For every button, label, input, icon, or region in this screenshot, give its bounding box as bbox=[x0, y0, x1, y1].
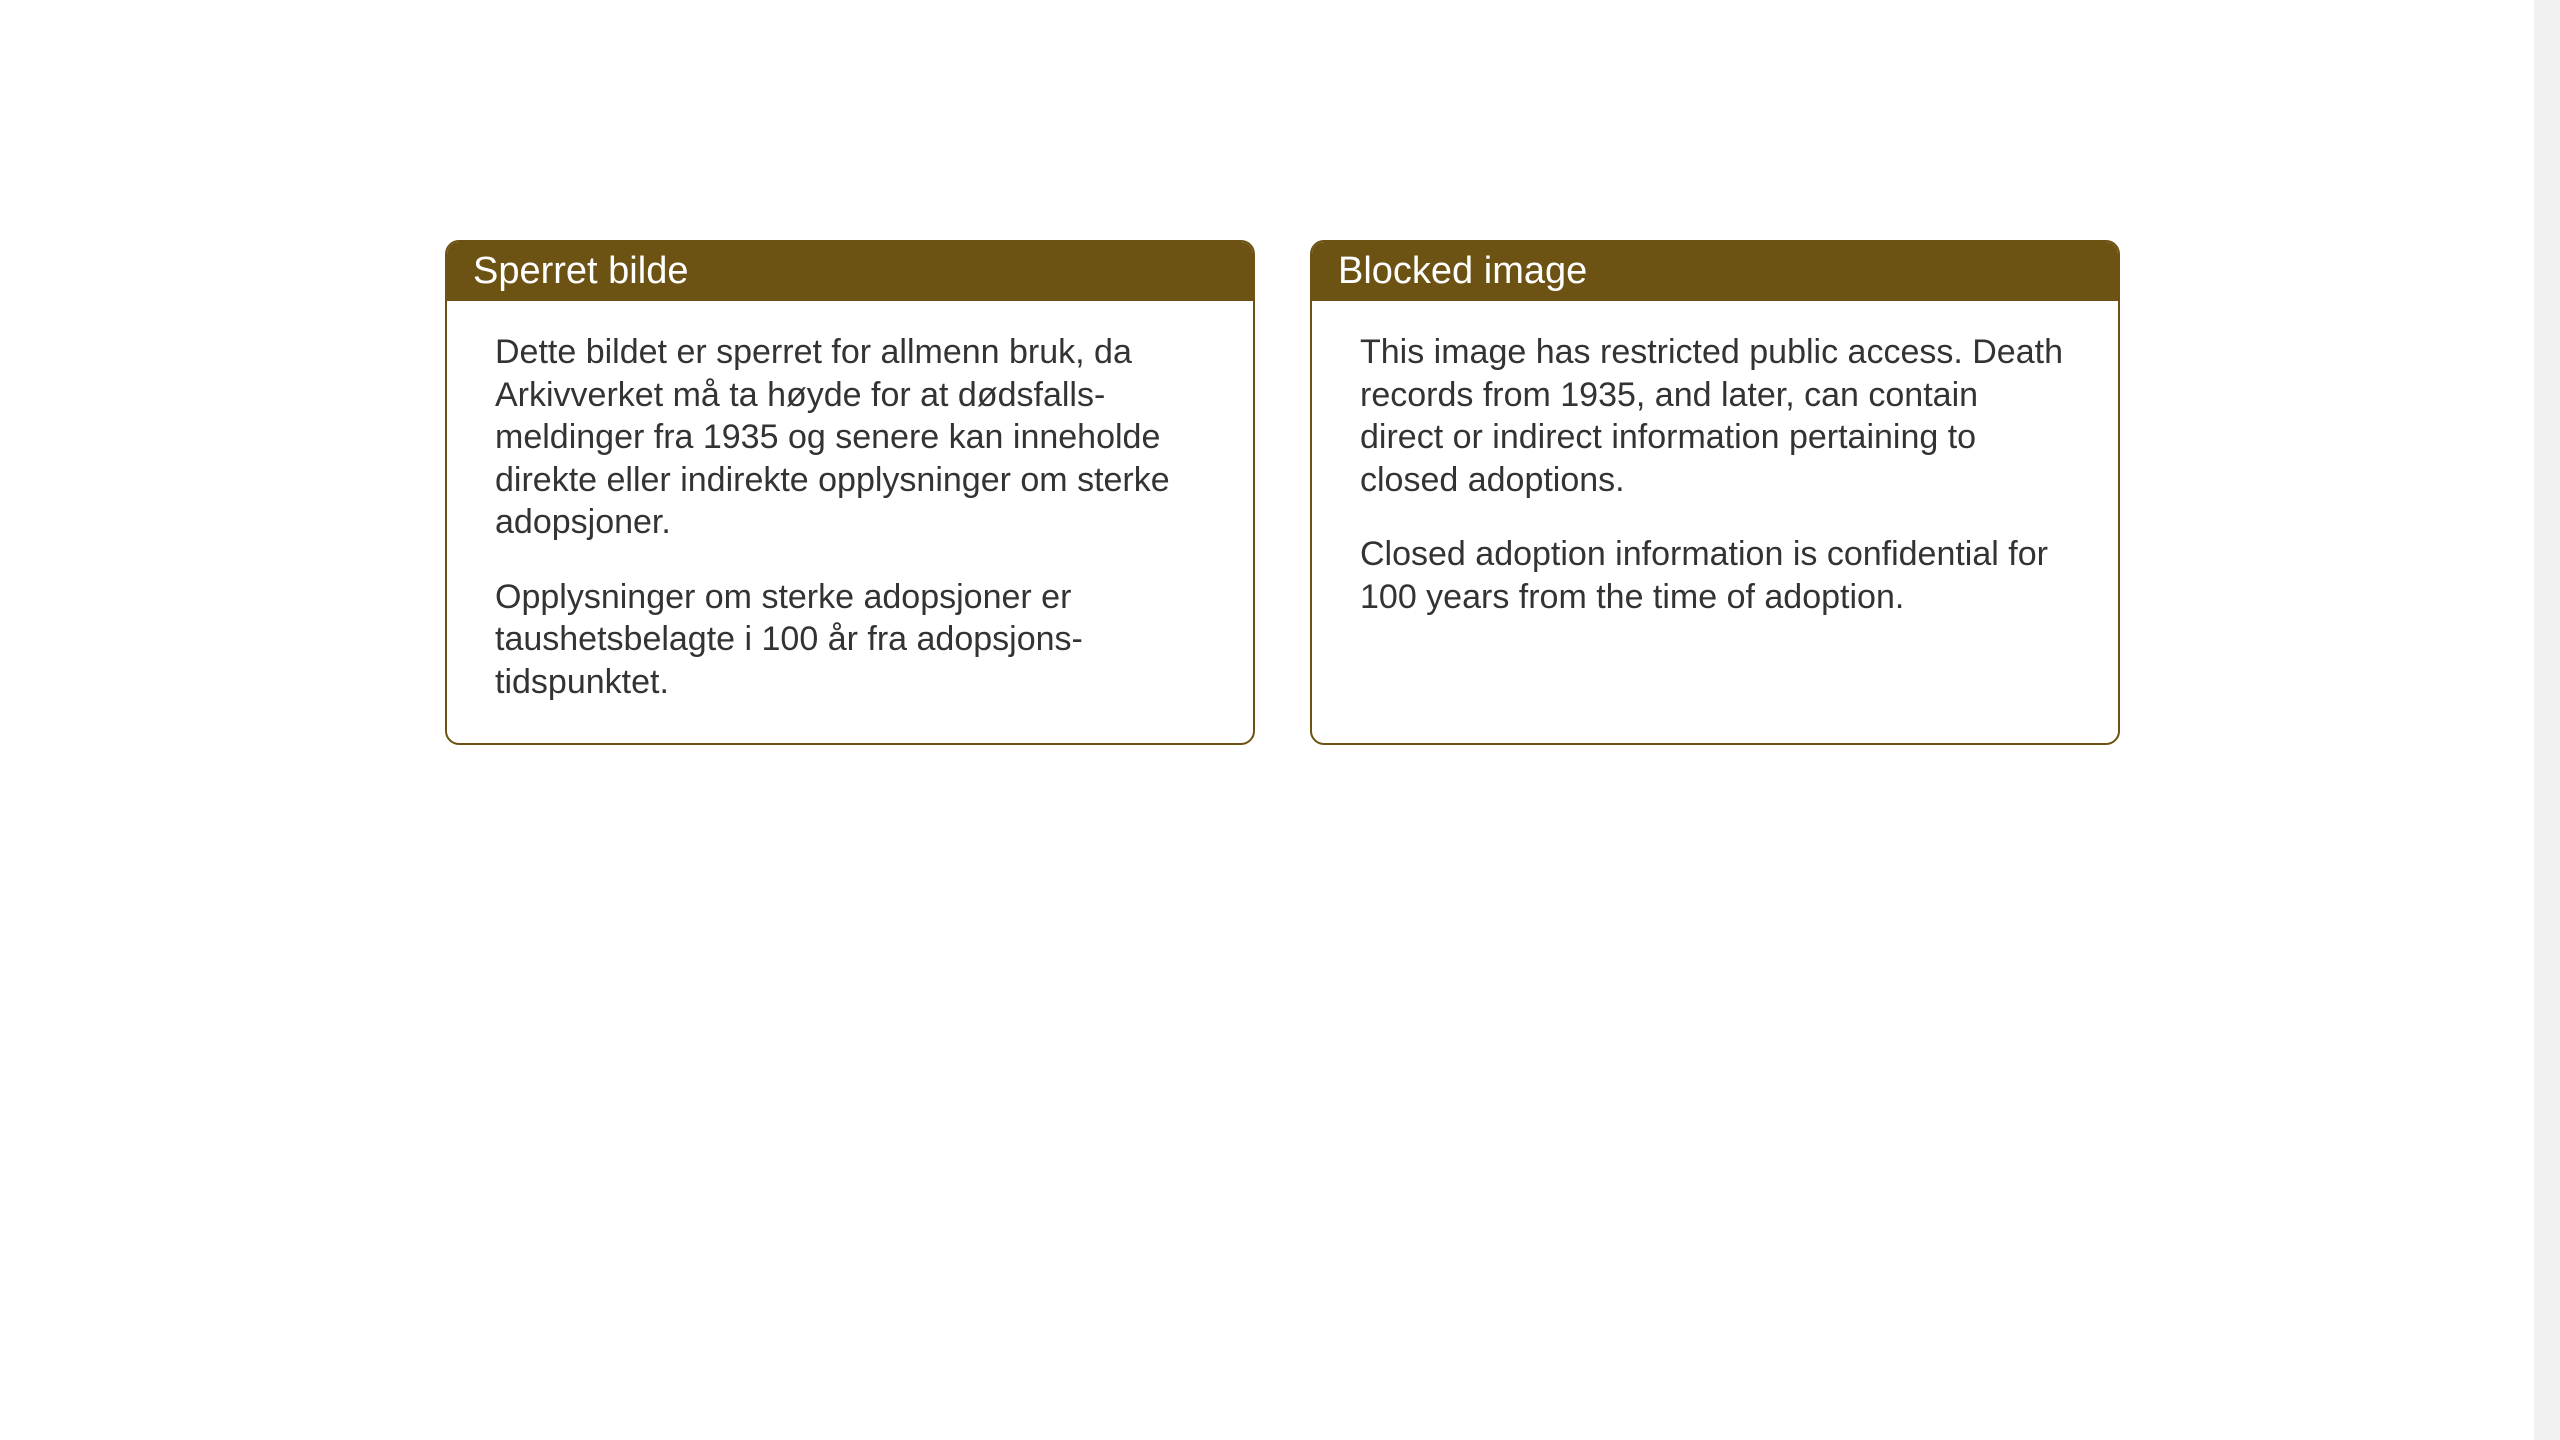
vertical-scrollbar[interactable] bbox=[2534, 0, 2560, 1440]
notice-header-norwegian: Sperret bilde bbox=[447, 242, 1253, 301]
notice-title-english: Blocked image bbox=[1338, 250, 1587, 292]
notice-card-norwegian: Sperret bilde Dette bildet er sperret fo… bbox=[445, 240, 1255, 745]
notice-paragraph-2-norwegian: Opplysninger om sterke adopsjoner er tau… bbox=[495, 576, 1205, 704]
notice-title-norwegian: Sperret bilde bbox=[473, 250, 688, 292]
notice-paragraph-1-norwegian: Dette bildet er sperret for allmenn bruk… bbox=[495, 331, 1205, 544]
notice-paragraph-1-english: This image has restricted public access.… bbox=[1360, 331, 2070, 501]
notice-body-norwegian: Dette bildet er sperret for allmenn bruk… bbox=[447, 301, 1253, 743]
notice-paragraph-2-english: Closed adoption information is confident… bbox=[1360, 533, 2070, 618]
notice-header-english: Blocked image bbox=[1312, 242, 2118, 301]
notice-card-english: Blocked image This image has restricted … bbox=[1310, 240, 2120, 745]
notices-container: Sperret bilde Dette bildet er sperret fo… bbox=[445, 240, 2120, 745]
notice-body-english: This image has restricted public access.… bbox=[1312, 301, 2118, 658]
